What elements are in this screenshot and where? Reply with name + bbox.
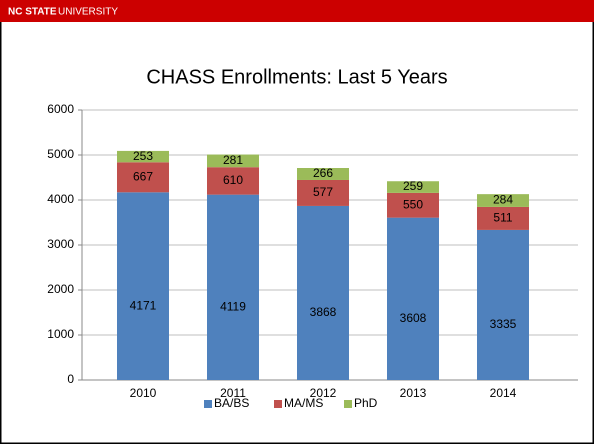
legend-label: MA/MS: [284, 396, 323, 410]
data-label: 266: [313, 166, 333, 180]
y-tick-label: 0: [67, 372, 74, 386]
header-brand: NC STATE: [8, 7, 57, 18]
bar-segment: [207, 167, 259, 195]
data-label: 3608: [400, 311, 427, 325]
data-label: 259: [403, 179, 423, 193]
data-label: 3335: [490, 317, 517, 331]
data-label: 577: [313, 185, 333, 199]
bar-segment: [117, 162, 169, 193]
data-label: 511: [493, 211, 512, 225]
y-tick-label: 2000: [47, 282, 74, 296]
x-tick-label: 2014: [490, 386, 517, 400]
bar-segment: [297, 205, 349, 380]
x-tick-label: 2012: [310, 386, 337, 400]
bar-segment: [297, 168, 349, 180]
x-tick-label: 2010: [130, 386, 157, 400]
header-bar: [0, 0, 594, 22]
y-tick-label: 1000: [47, 327, 74, 341]
legend-label: PhD: [354, 396, 378, 410]
bar-segment: [387, 192, 439, 218]
y-tick-label: 4000: [47, 192, 74, 206]
bar-segment: [207, 194, 259, 380]
data-label: 667: [133, 169, 153, 183]
y-tick-label: 5000: [47, 147, 74, 161]
bar-segment: [387, 181, 439, 193]
data-label: 4171: [130, 298, 157, 312]
bar-segment: [387, 217, 439, 380]
legend-label: BA/BS: [214, 396, 249, 410]
x-tick-label: 2011: [220, 386, 246, 400]
legend-swatch: [204, 400, 212, 408]
header-name: UNIVERSITY: [58, 7, 118, 18]
chart-title: CHASS Enrollments: Last 5 Years: [146, 66, 447, 88]
bar-segment: [207, 154, 259, 168]
legend-swatch: [274, 400, 282, 408]
data-label: 550: [403, 197, 423, 211]
bar-segment: [297, 179, 349, 206]
data-label: 4119: [220, 299, 246, 313]
bar-segment: [117, 192, 169, 380]
bar-segment: [477, 229, 529, 380]
data-label: 610: [223, 173, 243, 187]
bar-segment: [117, 150, 169, 163]
y-tick-label: 3000: [47, 237, 74, 251]
x-tick-label: 2013: [400, 386, 427, 400]
bar-segment: [477, 194, 529, 207]
bar-segment: [477, 206, 529, 230]
data-label: 284: [493, 193, 513, 207]
y-tick-label: 6000: [47, 102, 74, 116]
legend-swatch: [344, 400, 352, 408]
data-label: 253: [133, 149, 153, 163]
data-label: 281: [223, 153, 243, 167]
data-label: 3868: [310, 305, 337, 319]
